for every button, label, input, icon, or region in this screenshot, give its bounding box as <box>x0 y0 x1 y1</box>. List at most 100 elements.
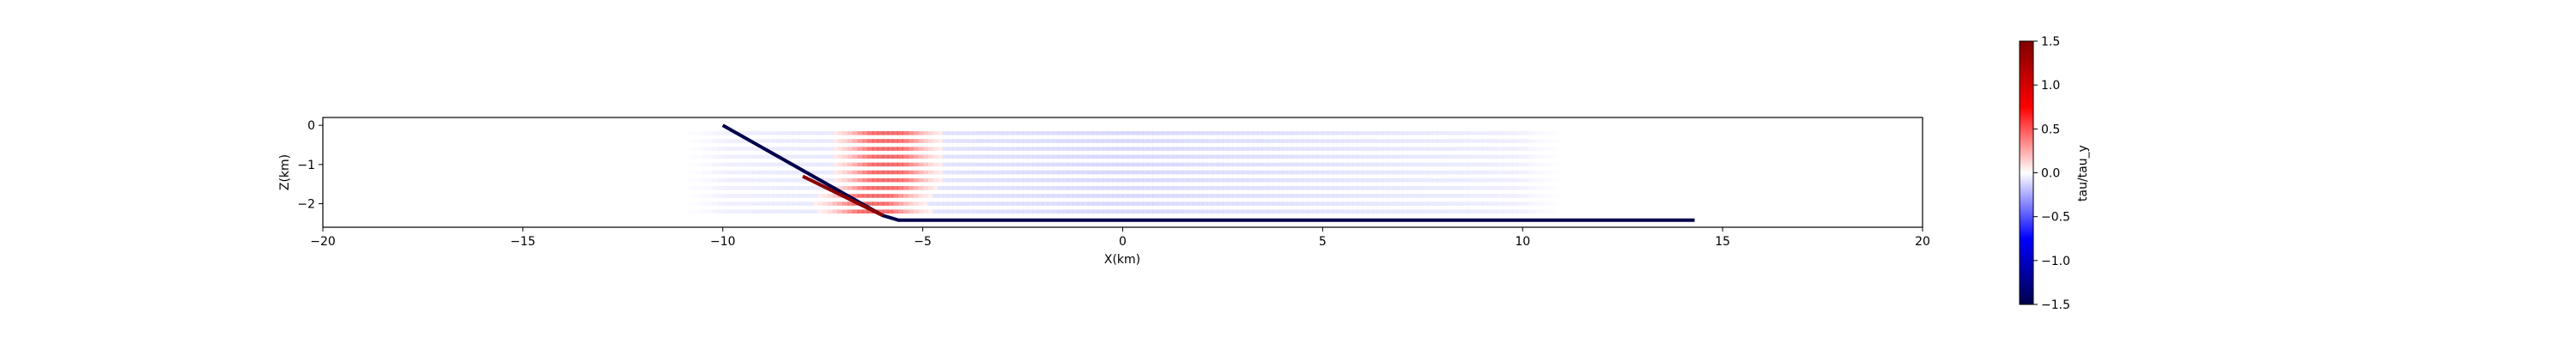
stress-cell <box>1487 202 1493 206</box>
stress-cell <box>1492 202 1498 206</box>
stress-cell <box>968 202 974 206</box>
stress-cell <box>1257 162 1264 167</box>
stress-cell <box>957 162 963 167</box>
stress-cell <box>1103 162 1109 167</box>
stress-cell <box>752 131 759 135</box>
stress-cell <box>842 154 848 159</box>
stress-cell <box>1267 186 1273 190</box>
stress-cell <box>752 162 759 167</box>
stress-cell <box>1137 170 1144 175</box>
stress-cell <box>968 170 974 175</box>
stress-cell <box>1227 162 1234 167</box>
stress-cell <box>1177 131 1183 135</box>
stress-cell <box>1142 139 1149 143</box>
stress-cell <box>1048 209 1054 214</box>
stress-cell <box>987 131 993 135</box>
stress-cell <box>697 131 703 135</box>
stress-cell <box>1277 139 1284 143</box>
stress-cell <box>902 194 908 198</box>
stress-cell <box>1078 194 1084 198</box>
stress-cell <box>782 139 788 143</box>
stress-cell <box>878 202 884 206</box>
stress-cell <box>762 139 769 143</box>
stress-cell <box>1327 154 1334 159</box>
stress-cell <box>938 178 944 183</box>
stress-cell <box>883 170 889 175</box>
stress-cell <box>1023 147 1029 151</box>
stress-cell <box>722 209 729 214</box>
stress-cell <box>1532 186 1539 190</box>
stress-cell <box>1257 154 1264 159</box>
stress-cell <box>1188 202 1194 206</box>
stress-cell <box>1287 162 1293 167</box>
stress-cell <box>1422 194 1429 198</box>
stress-cell <box>1292 170 1298 175</box>
stress-cell <box>1142 162 1149 167</box>
stress-cell <box>1477 131 1484 135</box>
stress-cell <box>1457 186 1463 190</box>
stress-cell <box>997 178 1004 183</box>
stress-cell <box>1333 194 1339 198</box>
stress-cell <box>687 154 694 159</box>
stress-cell <box>1307 131 1314 135</box>
stress-cell <box>1388 202 1394 206</box>
stress-cell <box>912 186 919 190</box>
stress-cell <box>1487 194 1493 198</box>
stress-cell <box>1227 186 1234 190</box>
stress-cell <box>1312 162 1319 167</box>
stress-cell <box>1257 202 1264 206</box>
stress-cell <box>1477 209 1484 214</box>
stress-cell <box>1202 170 1208 175</box>
stress-cell <box>1303 202 1309 206</box>
stress-cell <box>1382 162 1388 167</box>
stress-cell <box>968 186 974 190</box>
stress-cell <box>1337 202 1344 206</box>
stress-cell <box>732 139 738 143</box>
stress-cell <box>1282 194 1289 198</box>
stress-cell <box>1388 162 1394 167</box>
stress-cell <box>1117 139 1123 143</box>
stress-cell <box>1147 194 1153 198</box>
stress-cell <box>867 170 873 175</box>
stress-cell <box>1087 131 1094 135</box>
stress-cell <box>1333 202 1339 206</box>
stress-cell <box>1537 131 1544 135</box>
stress-cell <box>1057 131 1064 135</box>
stress-cell <box>1277 162 1284 167</box>
stress-cell <box>1422 186 1429 190</box>
stress-cell <box>1422 162 1429 167</box>
stress-cell <box>1067 178 1073 183</box>
stress-cell <box>1242 178 1249 183</box>
stress-cell <box>1137 186 1144 190</box>
stress-cell <box>1402 209 1408 214</box>
stress-cell <box>1498 186 1504 190</box>
stress-cell <box>1303 186 1309 190</box>
stress-cell <box>1032 162 1039 167</box>
stress-cell <box>1487 209 1493 214</box>
stress-cell <box>1212 139 1218 143</box>
stress-cell <box>1352 178 1358 183</box>
stress-cell <box>1358 147 1364 151</box>
stress-cell <box>1522 178 1528 183</box>
x-axis-ticks: −20 −15 −10 −5 0 5 10 15 20 <box>310 227 1930 249</box>
stress-cell <box>848 162 854 167</box>
stress-cell <box>1078 147 1084 151</box>
stress-cell <box>853 154 859 159</box>
stress-cell <box>787 147 793 151</box>
stress-cell <box>917 202 924 206</box>
stress-cell <box>782 209 788 214</box>
stress-cell <box>1103 170 1109 175</box>
stress-cell <box>1242 194 1249 198</box>
stress-cell <box>1222 154 1229 159</box>
stress-cell <box>1248 178 1254 183</box>
stress-cell <box>1108 194 1114 198</box>
stress-cell <box>738 147 744 151</box>
stress-cell <box>817 131 823 135</box>
stress-cell <box>938 170 944 175</box>
stress-cell <box>1447 162 1454 167</box>
stress-cell <box>722 194 729 198</box>
stress-cell <box>1163 139 1169 143</box>
stress-cell <box>917 170 924 175</box>
stress-cell <box>1342 170 1348 175</box>
stress-cell <box>1082 178 1089 183</box>
